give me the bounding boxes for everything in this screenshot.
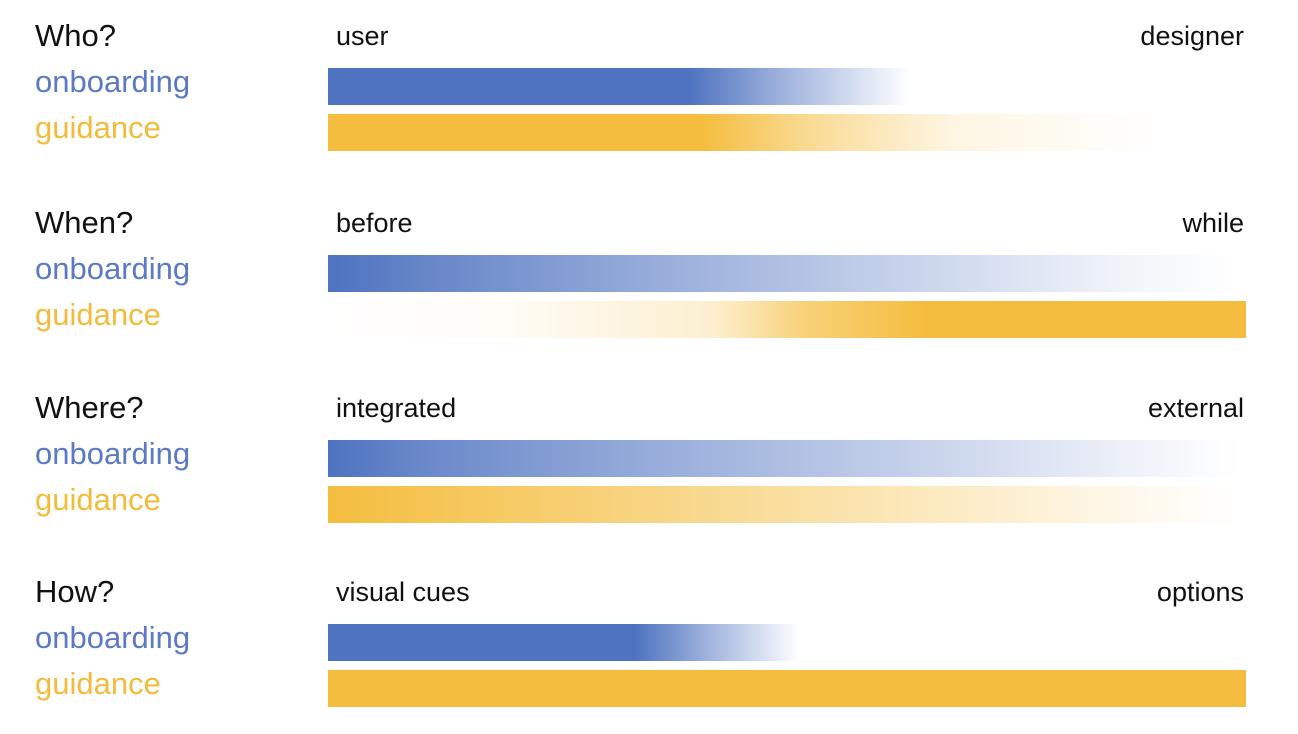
guidance-label: guidance — [35, 297, 161, 332]
guidance-bar — [328, 670, 1246, 707]
onboarding-bar — [328, 624, 800, 661]
onboarding-bar — [328, 68, 910, 105]
guidance-label: guidance — [35, 482, 161, 517]
guidance-bar — [328, 301, 1246, 338]
onboarding-label: onboarding — [35, 251, 191, 286]
scale-left-label: integrated — [336, 393, 457, 423]
question-label: When? — [35, 205, 134, 240]
guidance-bar — [328, 486, 1238, 523]
onboarding-label: onboarding — [35, 620, 191, 655]
question-label: How? — [35, 574, 115, 609]
scale-left-label: user — [336, 21, 389, 51]
row-where: Where? onboarding guidance integrated ex… — [0, 390, 1298, 550]
onboarding-bar — [328, 440, 1238, 477]
scale-right-label: external — [1147, 393, 1244, 423]
guidance-label: guidance — [35, 110, 161, 145]
onboarding-label: onboarding — [35, 436, 191, 471]
guidance-bar — [328, 114, 1160, 151]
row-how: How? onboarding guidance visual cues opt… — [0, 574, 1298, 734]
scale-left-label: visual cues — [336, 577, 470, 607]
onboarding-bar — [328, 255, 1238, 292]
guidance-label: guidance — [35, 666, 161, 701]
scale-left-label: before — [336, 208, 413, 238]
row-when: When? onboarding guidance before while — [0, 205, 1298, 365]
onboarding-label: onboarding — [35, 64, 191, 99]
question-label: Who? — [35, 18, 116, 53]
scale-right-label: designer — [1140, 21, 1244, 51]
scale-right-label: options — [1156, 577, 1244, 607]
scale-right-label: while — [1182, 208, 1244, 238]
row-who: Who? onboarding guidance user designer — [0, 18, 1298, 178]
question-label: Where? — [35, 390, 144, 425]
